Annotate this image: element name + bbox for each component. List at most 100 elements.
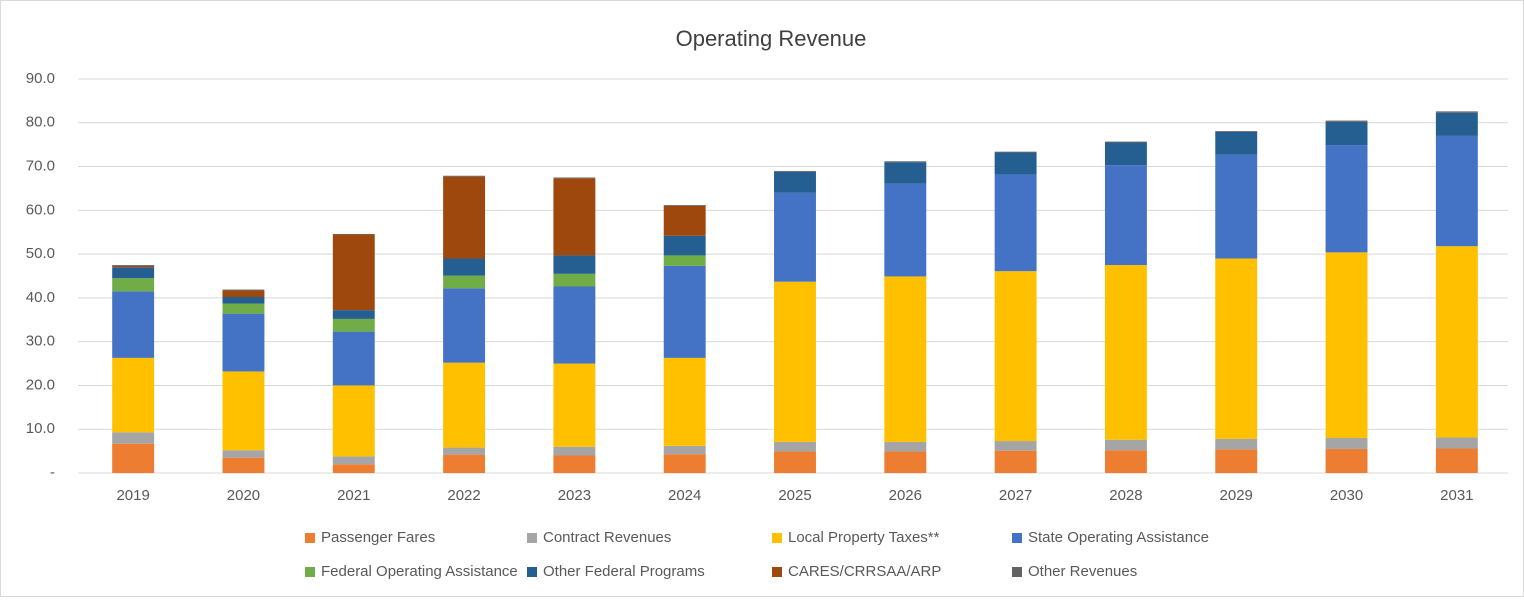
bar-segment — [553, 274, 595, 287]
legend-label: Other Federal Programs — [543, 563, 705, 580]
bar-segment — [1215, 132, 1257, 155]
bar-segment — [443, 455, 485, 473]
bar-segment — [443, 276, 485, 289]
bar-segment — [664, 236, 706, 256]
bar-segment — [995, 153, 1037, 175]
x-tick-label: 2027 — [999, 487, 1032, 504]
bar-segment — [664, 358, 706, 446]
bar-segment — [333, 319, 375, 332]
bar-segment — [1436, 448, 1478, 473]
bar-segment — [884, 162, 926, 183]
bar-segment — [884, 161, 926, 162]
legend-swatch — [527, 533, 537, 543]
bar-segment — [333, 385, 375, 456]
bar-segment — [443, 177, 485, 259]
bar-segment — [1215, 449, 1257, 473]
bar-segment — [1326, 122, 1368, 145]
bar-segment — [553, 287, 595, 364]
bar-segment — [774, 452, 816, 473]
x-tick-label: 2020 — [227, 487, 260, 504]
y-tick-label: 20.0 — [26, 376, 55, 393]
bar-segment — [884, 276, 926, 441]
y-tick-label: 30.0 — [26, 333, 55, 350]
bar-segment — [664, 446, 706, 454]
chart-title: Operating Revenue — [676, 26, 867, 51]
bar-segment — [774, 172, 816, 193]
bar-segment — [1105, 142, 1147, 143]
legend-label: Other Revenues — [1028, 563, 1137, 580]
bar-segment — [664, 205, 706, 206]
bar-segment — [553, 455, 595, 473]
bar-segment — [1436, 246, 1478, 437]
bar-segment — [112, 444, 154, 473]
bar-segment — [1215, 131, 1257, 132]
legend-swatch — [772, 567, 782, 577]
bar-segment — [995, 271, 1037, 441]
bar-segment — [1105, 265, 1147, 440]
bar-segment — [1105, 450, 1147, 473]
bar-segment — [443, 176, 485, 177]
bar-segment — [443, 363, 485, 448]
y-tick-label: 50.0 — [26, 245, 55, 262]
bar-segment — [995, 441, 1037, 451]
x-tick-label: 2024 — [668, 487, 701, 504]
x-tick-label: 2031 — [1440, 487, 1473, 504]
x-tick-label: 2026 — [889, 487, 922, 504]
bar-segment — [995, 152, 1037, 153]
legend-label: CARES/CRRSAA/ARP — [788, 563, 941, 580]
legend-swatch — [527, 567, 537, 577]
x-tick-label: 2030 — [1330, 487, 1363, 504]
legend-swatch — [1012, 533, 1022, 543]
bar-segment — [333, 332, 375, 386]
bar-segment — [112, 278, 154, 291]
bar-segment — [1436, 111, 1478, 112]
bar-segment — [1326, 145, 1368, 252]
legend-label: Federal Operating Assistance — [321, 563, 518, 580]
legend-label: Local Property Taxes** — [788, 529, 940, 546]
bar-segment — [1215, 439, 1257, 450]
y-tick-label: 60.0 — [26, 201, 55, 218]
bar-segment — [1105, 440, 1147, 451]
bar-segment — [553, 447, 595, 456]
legend-swatch — [1012, 567, 1022, 577]
bar-segment — [1105, 165, 1147, 265]
bar-segment — [664, 255, 706, 266]
bar-segment — [1326, 252, 1368, 438]
bar-segment — [774, 171, 816, 172]
legend-swatch — [305, 567, 315, 577]
x-tick-label: 2029 — [1220, 487, 1253, 504]
bar-segment — [884, 442, 926, 452]
bar-segment — [995, 451, 1037, 473]
bar-segment — [333, 456, 375, 464]
x-tick-label: 2028 — [1109, 487, 1142, 504]
bar-segment — [1436, 113, 1478, 136]
bar-segment — [1215, 155, 1257, 259]
bar-segment — [1326, 438, 1368, 449]
bar-segment — [333, 464, 375, 473]
bar-segment — [1436, 438, 1478, 449]
bar-segment — [774, 282, 816, 442]
bar-segment — [1436, 136, 1478, 246]
bar-segment — [443, 288, 485, 362]
bar-segment — [664, 454, 706, 473]
y-tick-label: 80.0 — [26, 114, 55, 131]
bar-segment — [223, 314, 265, 372]
legend-label: Passenger Fares — [321, 529, 435, 546]
y-tick-label: 10.0 — [26, 420, 55, 437]
bar-segment — [553, 178, 595, 255]
bar-segment — [443, 258, 485, 275]
bar-segment — [1215, 258, 1257, 438]
bar-segment — [1326, 121, 1368, 122]
bar-segment — [223, 290, 265, 291]
bar-segment — [774, 193, 816, 282]
legend-label: Contract Revenues — [543, 529, 671, 546]
bar-segment — [333, 234, 375, 310]
bar-segment — [333, 310, 375, 319]
legend-swatch — [305, 533, 315, 543]
bar-segment — [223, 450, 265, 457]
legend-swatch — [772, 533, 782, 543]
bar-segment — [112, 267, 154, 278]
bar-segment — [884, 184, 926, 277]
